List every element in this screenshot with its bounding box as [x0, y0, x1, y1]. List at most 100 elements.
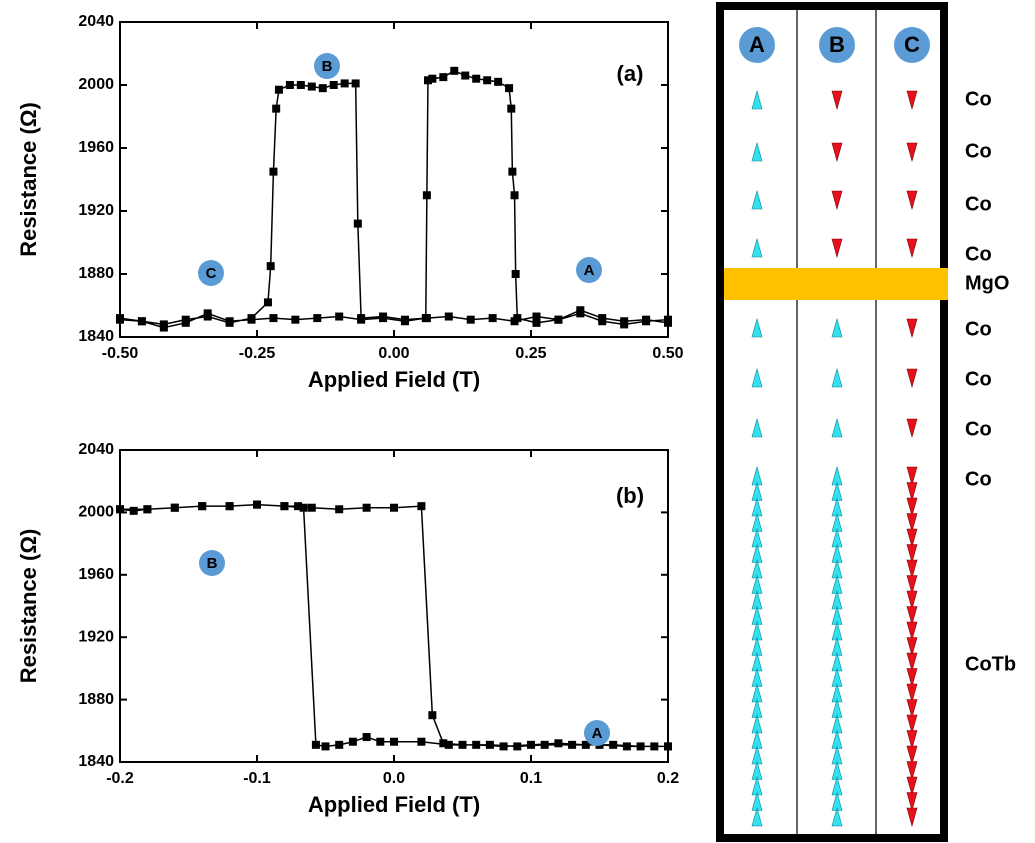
data-marker	[417, 737, 426, 746]
arrow-down	[906, 142, 918, 163]
column-badge	[739, 27, 775, 63]
data-marker	[247, 315, 256, 324]
arrow-down	[906, 575, 918, 595]
data-marker	[376, 737, 385, 746]
arrow-down	[906, 652, 918, 673]
state-badge	[314, 53, 340, 79]
data-marker	[329, 81, 338, 89]
panel-label: (b)	[616, 483, 644, 508]
data-marker	[225, 502, 234, 511]
layer-label: Co	[965, 140, 992, 162]
data-marker	[353, 219, 362, 228]
data-marker	[650, 742, 659, 751]
data-marker	[299, 503, 308, 512]
data-marker	[505, 84, 514, 93]
panel-label: (a)	[617, 61, 644, 86]
state-label: B	[322, 58, 333, 75]
arrow-down	[906, 368, 918, 389]
data-marker	[622, 742, 631, 751]
data-marker	[269, 314, 278, 323]
y-tick-label: 2040	[78, 441, 114, 458]
x-tick-label: 0.0	[383, 770, 405, 787]
layer-label: Co	[965, 243, 992, 265]
x-tick-label: 0.2	[657, 770, 679, 787]
state-badge	[584, 720, 610, 746]
state-badge	[199, 550, 225, 576]
arrow-up	[751, 141, 763, 162]
data-marker	[598, 314, 607, 323]
arrow-down	[906, 621, 918, 642]
data-marker	[540, 740, 549, 749]
data-line	[119, 503, 668, 748]
data-marker	[116, 315, 124, 324]
data-marker	[576, 306, 585, 315]
data-marker	[428, 711, 437, 720]
data-marker	[444, 312, 453, 321]
data-marker	[620, 317, 629, 326]
data-marker	[362, 733, 371, 742]
arrow-down	[906, 637, 918, 657]
arrow-down	[906, 190, 918, 211]
data-marker	[313, 314, 322, 323]
arrow-down	[906, 418, 918, 439]
arrow-down	[906, 792, 918, 812]
data-marker	[379, 314, 388, 323]
data-marker	[423, 76, 432, 85]
arrow-down	[906, 318, 918, 339]
layer-label: Co	[965, 418, 992, 440]
arrow-up	[751, 237, 763, 258]
data-marker	[357, 315, 366, 324]
data-marker	[581, 740, 590, 749]
arrow-down	[906, 544, 918, 564]
data-marker	[642, 315, 651, 324]
y-tick-label: 2040	[78, 13, 114, 30]
data-marker	[532, 318, 541, 327]
data-marker	[510, 191, 519, 200]
arrow-down	[831, 190, 843, 211]
data-marker	[362, 503, 371, 512]
arrow-down	[906, 606, 918, 626]
data-marker	[513, 314, 522, 323]
data-marker	[321, 742, 330, 751]
arrow-down	[906, 683, 918, 704]
data-marker	[483, 76, 492, 85]
layer-label: CoTb	[965, 653, 1016, 675]
arrow-down	[831, 142, 843, 163]
arrow-down	[906, 761, 918, 781]
data-marker	[340, 79, 349, 88]
x-tick-label: -0.25	[239, 345, 276, 362]
arrow-up	[831, 417, 843, 438]
data-marker	[307, 503, 316, 512]
state-badge	[198, 260, 224, 286]
data-marker	[554, 315, 563, 324]
arrow-up	[831, 367, 843, 388]
data-marker	[253, 500, 261, 509]
data-marker	[450, 66, 459, 75]
data-marker	[609, 740, 618, 749]
data-marker	[129, 506, 138, 515]
x-tick-label: 0.1	[520, 770, 542, 787]
arrow-up	[751, 89, 763, 110]
data-marker	[269, 167, 278, 176]
data-marker	[527, 740, 535, 749]
mgo-layer	[724, 268, 948, 300]
y-tick-label: 1920	[78, 202, 114, 219]
state-label: A	[584, 262, 595, 279]
data-marker	[390, 737, 398, 746]
arrow-up	[831, 806, 843, 827]
arrow-down	[906, 668, 918, 688]
data-marker	[554, 739, 563, 748]
data-marker	[294, 502, 303, 511]
data-marker	[285, 81, 294, 89]
arrow-down	[906, 776, 918, 797]
arrow-down	[906, 482, 918, 502]
data-marker	[280, 502, 289, 511]
data-marker	[266, 262, 275, 271]
x-tick-label: -0.1	[243, 770, 271, 787]
state-badge	[576, 257, 602, 283]
y-tick-label: 1960	[78, 139, 114, 156]
arrow-down	[906, 699, 918, 719]
data-marker	[390, 503, 398, 512]
data-marker	[488, 314, 497, 323]
